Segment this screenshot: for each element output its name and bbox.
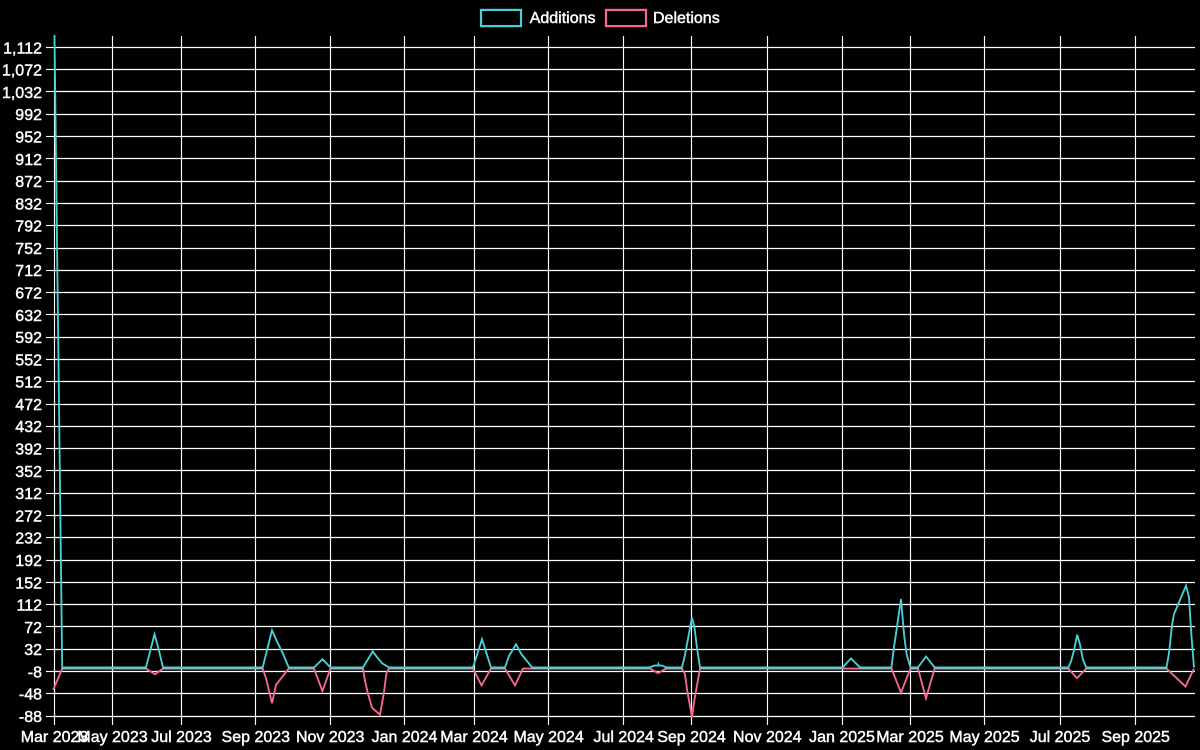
svg-text:472: 472 bbox=[15, 397, 42, 414]
svg-text:1,072: 1,072 bbox=[2, 63, 42, 80]
svg-text:72: 72 bbox=[24, 620, 42, 637]
svg-text:Jan 2025: Jan 2025 bbox=[809, 729, 875, 746]
svg-text:952: 952 bbox=[15, 129, 42, 146]
svg-text:Sep 2025: Sep 2025 bbox=[1101, 729, 1170, 746]
svg-text:Jul 2024: Jul 2024 bbox=[593, 729, 654, 746]
svg-text:912: 912 bbox=[15, 152, 42, 169]
svg-text:Mar 2024: Mar 2024 bbox=[440, 729, 508, 746]
svg-text:792: 792 bbox=[15, 219, 42, 236]
svg-text:-48: -48 bbox=[19, 687, 42, 704]
svg-text:Deletions: Deletions bbox=[653, 10, 720, 27]
svg-text:512: 512 bbox=[15, 375, 42, 392]
svg-text:-8: -8 bbox=[28, 664, 42, 681]
svg-text:1,032: 1,032 bbox=[2, 85, 42, 102]
svg-text:Sep 2023: Sep 2023 bbox=[222, 729, 291, 746]
svg-text:Nov 2024: Nov 2024 bbox=[733, 729, 802, 746]
svg-text:Jan 2024: Jan 2024 bbox=[372, 729, 438, 746]
svg-text:392: 392 bbox=[15, 442, 42, 459]
svg-text:752: 752 bbox=[15, 241, 42, 258]
svg-text:-88: -88 bbox=[19, 709, 42, 726]
svg-text:Mar 2023: Mar 2023 bbox=[21, 729, 89, 746]
svg-text:May 2025: May 2025 bbox=[949, 729, 1019, 746]
svg-text:112: 112 bbox=[16, 598, 42, 615]
svg-text:672: 672 bbox=[15, 285, 42, 302]
svg-text:1,112: 1,112 bbox=[3, 40, 42, 57]
svg-text:712: 712 bbox=[15, 263, 42, 280]
svg-text:632: 632 bbox=[15, 308, 42, 325]
svg-text:432: 432 bbox=[15, 419, 42, 436]
svg-text:Jul 2023: Jul 2023 bbox=[151, 729, 212, 746]
svg-text:Sep 2024: Sep 2024 bbox=[657, 729, 726, 746]
svg-text:192: 192 bbox=[15, 553, 42, 570]
svg-text:592: 592 bbox=[15, 330, 42, 347]
svg-text:872: 872 bbox=[15, 174, 42, 191]
svg-text:992: 992 bbox=[15, 107, 42, 124]
svg-text:Nov 2023: Nov 2023 bbox=[296, 729, 365, 746]
svg-text:352: 352 bbox=[15, 464, 42, 481]
svg-text:May 2023: May 2023 bbox=[77, 729, 147, 746]
svg-text:152: 152 bbox=[15, 575, 42, 592]
svg-text:May 2024: May 2024 bbox=[513, 729, 583, 746]
svg-text:832: 832 bbox=[15, 196, 42, 213]
svg-text:552: 552 bbox=[15, 352, 42, 369]
svg-text:32: 32 bbox=[24, 642, 42, 659]
svg-text:Additions: Additions bbox=[530, 10, 596, 27]
svg-text:Mar 2025: Mar 2025 bbox=[876, 729, 944, 746]
svg-text:Jul 2025: Jul 2025 bbox=[1030, 729, 1091, 746]
svg-text:272: 272 bbox=[15, 508, 42, 525]
svg-text:232: 232 bbox=[15, 531, 42, 548]
svg-text:312: 312 bbox=[15, 486, 42, 503]
